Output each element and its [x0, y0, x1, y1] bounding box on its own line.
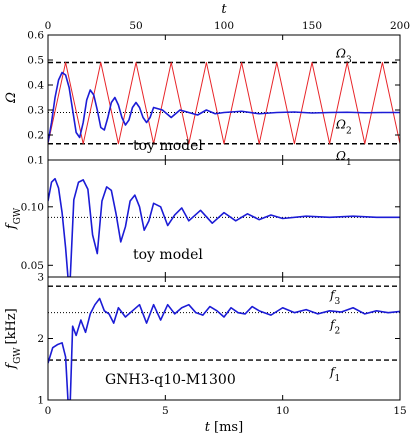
level-label-f2-base: f	[329, 318, 337, 332]
y-axis-label-sub: GW	[13, 207, 23, 224]
y-axis-label: fGW	[4, 207, 23, 230]
panel-middle-fgw-toy: 0.05 0.10 toy model fGW	[4, 159, 401, 278]
series-line-0	[48, 297, 400, 400]
axes-frame	[47, 34, 401, 161]
level-label-Ω1-sub: 1	[346, 158, 352, 168]
top-x-tick-label: 200	[390, 20, 410, 32]
x-tick-label: 5	[162, 405, 169, 417]
y-axis-label: Ω	[4, 92, 19, 104]
top-x-tick-label: 0	[45, 20, 52, 32]
y-tick-label: 3	[37, 272, 44, 284]
level-label-f1: f1	[329, 365, 340, 384]
annotation-label: GNH3-q10-M1300	[105, 372, 236, 388]
y-tick-label: 0.5	[27, 55, 44, 67]
level-label-f1-sub: 1	[334, 374, 340, 384]
series-line-0	[48, 62, 400, 145]
y-tick-label: 0.05	[21, 260, 44, 272]
y-axis-label: fGW [kHz]	[4, 308, 23, 369]
level-label-Ω2: Ω2	[335, 118, 352, 137]
y-tick-label: 0.2	[27, 130, 44, 142]
level-label-Ω3-sub: 3	[346, 56, 352, 66]
annotation-label: toy model	[133, 247, 203, 263]
level-label-f1-base: f	[329, 365, 337, 379]
level-label-Ω2-base: Ω	[335, 118, 346, 132]
annotation-label: toy model	[133, 138, 203, 154]
series-line-0	[48, 177, 400, 277]
y-tick-label: 0.4	[27, 80, 44, 92]
level-label-Ω2-sub: 2	[346, 127, 352, 137]
level-label-Ω1: Ω1	[335, 149, 352, 168]
top-x-tick-label: 150	[302, 20, 322, 32]
level-label-f2-sub: 2	[334, 327, 340, 337]
level-label-f3: f3	[329, 288, 340, 307]
top-x-tick-label: 50	[129, 20, 142, 32]
x-tick-label: 15	[393, 405, 406, 417]
x-tick-label: 0	[45, 405, 52, 417]
x-axis-label-unit: [ms]	[214, 420, 243, 435]
level-label-Ω3: Ω3	[335, 47, 352, 66]
y-axis-label-unit: [kHz]	[4, 308, 19, 344]
y-tick-label: 0.3	[27, 105, 44, 117]
y-tick-label: 0.6	[27, 30, 44, 42]
series-line-1	[48, 71, 400, 143]
y-axis-label-sub: GW	[13, 347, 23, 364]
top-x-tick-label: 100	[214, 20, 234, 32]
y-tick-label: 2	[37, 333, 44, 345]
level-label-f3-base: f	[329, 288, 337, 302]
level-label-Ω1-base: Ω	[335, 149, 346, 163]
y-tick-label: 1	[37, 395, 44, 407]
level-label-Ω3-base: Ω	[335, 47, 346, 61]
x-tick-label: 10	[276, 405, 289, 417]
level-label-f3-sub: 3	[334, 297, 340, 307]
x-axis-label-base: t	[205, 420, 211, 435]
y-tick-label: 0.10	[21, 201, 44, 213]
level-label-f2: f2	[329, 318, 340, 337]
y-tick-label: 0.1	[27, 155, 44, 167]
y-axis-label-base: f	[4, 362, 19, 370]
y-axis-label-base: f	[4, 222, 19, 230]
top-x-axis-label: t	[221, 2, 227, 17]
x-axis-label: t [ms]	[205, 420, 243, 435]
